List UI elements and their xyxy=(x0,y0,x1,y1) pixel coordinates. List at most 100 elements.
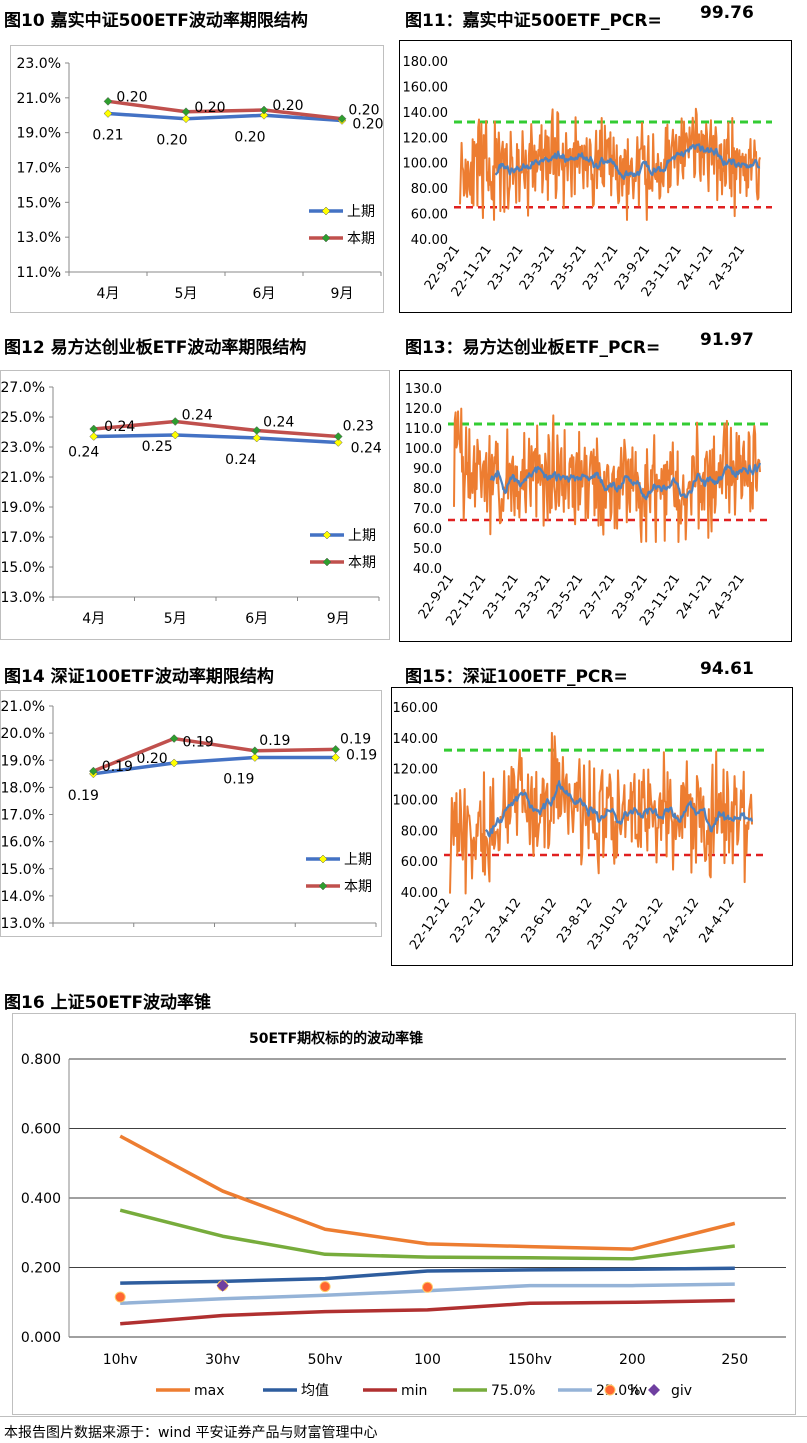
y-tick-label: 140.00 xyxy=(393,732,439,747)
p13-svg: 40.0 50.0 60.0 70.0 80.0 90.0 100.0 110.0 120.0 1… xyxy=(405,382,772,629)
x-tick-label: 5月 xyxy=(164,611,187,627)
data-label: 0.24 xyxy=(225,452,256,468)
hv-point xyxy=(319,1281,331,1293)
data-point xyxy=(250,753,260,762)
series-line-本期 xyxy=(107,99,343,121)
legend-label: 本期 xyxy=(344,879,372,895)
data-label: 0.19 xyxy=(68,788,99,804)
moving-average-line xyxy=(489,462,762,501)
y-tick-label: 15.0% xyxy=(1,560,45,576)
x-tick-label: 23-2-12 xyxy=(447,896,488,946)
data-label: 0.19 xyxy=(223,772,254,788)
legend-label: max xyxy=(194,1383,225,1399)
fig16-chart: 50ETF期权标的的波动率锥 0.000 0.200 0.400 0.600 0.800 1… xyxy=(12,1013,796,1415)
fig12-title: 图12 易方达创业板ETF波动率期限结构 xyxy=(4,338,307,358)
y-tick-label: 140.00 xyxy=(403,106,449,121)
y-tick-label: 120.0 xyxy=(405,402,442,417)
series-line-本期 xyxy=(92,736,336,773)
legend-label: min xyxy=(401,1383,427,1399)
x-tick-label: 24-4-12 xyxy=(697,896,738,946)
data-point xyxy=(333,432,343,441)
data-label: 0.19 xyxy=(102,759,133,775)
data-label: 0.20 xyxy=(194,100,225,116)
p14-svg: 13.0% 14.0% 15.0% 16.0% 17.0% 18.0% 19.0% 20.0%… xyxy=(1,699,377,932)
data-point xyxy=(259,110,269,120)
y-tick-label: 13.0% xyxy=(1,916,45,932)
legend-label: 上期 xyxy=(347,204,375,220)
legend-label: 本期 xyxy=(347,231,375,247)
x-tick-label: 10hv xyxy=(103,1352,138,1368)
pcr-series-line xyxy=(459,107,761,221)
y-tick-label: 90.0 xyxy=(413,462,442,477)
data-point xyxy=(103,109,113,118)
y-tick-label: 100.00 xyxy=(403,157,449,172)
y-tick-label: 19.0% xyxy=(17,126,61,142)
y-tick-label: 40.00 xyxy=(411,233,448,248)
y-tick-label: 17.0% xyxy=(1,530,45,546)
data-point xyxy=(169,734,179,743)
data-point xyxy=(103,96,113,106)
data-label: 0.19 xyxy=(183,735,214,751)
legend-marker xyxy=(322,557,332,567)
data-point xyxy=(181,107,191,117)
legend-label: 均值 xyxy=(301,1383,329,1399)
data-label: 0.25 xyxy=(142,439,173,455)
y-tick-label: 160.00 xyxy=(393,701,439,716)
fig15-chart: 40.00 60.00 80.00 100.00 120.00 140.00 160.00 2… xyxy=(391,687,793,966)
data-point xyxy=(181,114,191,124)
fig10-title: 图10 嘉实中证500ETF波动率期限结构 xyxy=(4,11,308,31)
y-tick-label: 130.0 xyxy=(405,382,442,397)
pcr-series-line xyxy=(449,731,753,895)
x-tick-label: 50hv xyxy=(308,1352,343,1368)
data-point xyxy=(252,426,262,435)
legend-label: 75.0% xyxy=(491,1383,535,1399)
fig12-chart: 13.0% 15.0% 17.0% 19.0% 21.0% 23.0% 25.0% 27.0%… xyxy=(0,370,390,640)
y-tick-label: 23.0% xyxy=(17,56,61,72)
x-tick-label: 22-12-12 xyxy=(407,896,453,953)
data-point xyxy=(89,424,99,434)
x-tick-label: 9月 xyxy=(327,611,350,627)
y-tick-label: 23.0% xyxy=(1,440,45,456)
y-tick-label: 14.0% xyxy=(1,889,45,905)
y-tick-label: 16.0% xyxy=(1,835,45,851)
series-line-均值 xyxy=(120,1266,735,1285)
data-point xyxy=(331,745,340,754)
y-tick-label: 100.00 xyxy=(393,794,439,809)
y-tick-label: 13.0% xyxy=(1,590,45,606)
moving-average-line xyxy=(485,780,754,838)
fig14-title: 图14 深证100ETF波动率期限结构 xyxy=(4,667,274,687)
x-tick-label: 200 xyxy=(619,1352,646,1368)
legend-marker xyxy=(321,206,331,216)
y-tick-label: 110.0 xyxy=(405,422,442,437)
y-tick-label: 180.00 xyxy=(403,55,449,70)
y-tick-label: 0.000 xyxy=(21,1330,61,1346)
p15-svg: 40.00 60.00 80.00 100.00 120.00 140.00 160.00 2… xyxy=(393,701,764,953)
moving-average-line xyxy=(494,143,761,181)
data-label: 0.19 xyxy=(346,748,377,764)
fig11-title: 图11：嘉实中证500ETF_PCR= xyxy=(405,11,662,31)
y-tick-label: 13.0% xyxy=(17,230,61,246)
y-tick-label: 27.0% xyxy=(1,380,45,396)
fig14-chart: 13.0% 14.0% 15.0% 16.0% 17.0% 18.0% 19.0% 20.0%… xyxy=(0,690,382,937)
y-tick-label: 80.00 xyxy=(401,824,438,839)
series-line-75.0% xyxy=(119,1208,736,1261)
data-point xyxy=(252,433,262,443)
source-footer: 本报告图片数据来源于：wind 平安证券产品与财富管理中心 xyxy=(4,1425,378,1441)
legend-marker xyxy=(322,530,332,540)
legend-label: hv xyxy=(630,1383,647,1399)
data-point xyxy=(89,432,99,441)
data-point xyxy=(170,430,180,440)
x-tick-label: 6月 xyxy=(253,286,276,302)
y-tick-label: 60.00 xyxy=(411,208,448,223)
y-tick-label: 19.0% xyxy=(1,500,45,516)
x-tick-label: 9月 xyxy=(331,286,354,302)
data-label: 0.20 xyxy=(234,129,265,145)
data-label: 0.24 xyxy=(104,419,135,435)
legend-label: 上期 xyxy=(344,852,372,868)
legend-label: giv xyxy=(671,1383,692,1399)
legend-marker xyxy=(604,1384,616,1396)
data-point xyxy=(333,438,343,447)
data-label: 0.20 xyxy=(352,116,383,132)
data-point xyxy=(169,758,179,768)
y-tick-label: 60.0 xyxy=(413,522,442,537)
